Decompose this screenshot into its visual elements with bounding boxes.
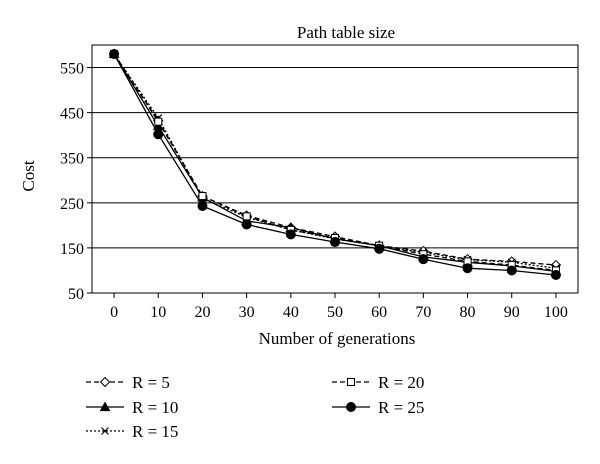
legend-label: R = 15 <box>132 422 178 441</box>
legend-marker <box>346 402 356 412</box>
axis-ticks: 50 150 250 350 450 550 0 10 20 30 40 50 60 70 80 90 100 <box>60 61 568 321</box>
legend-item: R = 20 <box>332 373 424 392</box>
x-tick-label: 90 <box>504 304 520 321</box>
data-point <box>198 192 207 201</box>
y-tick-label: 150 <box>60 241 84 258</box>
chart-title: Path table size <box>297 23 395 42</box>
y-tick-label: 50 <box>68 286 84 303</box>
y-axis-label: Cost <box>19 160 38 191</box>
y-tick-label: 250 <box>60 196 84 213</box>
data-point <box>241 219 252 230</box>
x-axis-label: Number of generations <box>259 329 416 348</box>
data-point <box>242 212 251 221</box>
x-tick-label: 0 <box>110 304 118 321</box>
legend-label: R = 20 <box>378 373 424 392</box>
legend-marker <box>99 376 111 388</box>
series-group <box>108 48 562 280</box>
legend-marker <box>99 401 111 412</box>
grid-lines <box>92 67 578 294</box>
legend-item: R = 5 <box>86 373 170 392</box>
data-point <box>109 49 120 60</box>
y-tick-label: 550 <box>60 61 84 78</box>
x-tick-label: 80 <box>460 304 476 321</box>
data-point <box>506 265 517 276</box>
legend-label: R = 5 <box>132 373 170 392</box>
legend-marker <box>101 427 109 435</box>
y-tick-label: 450 <box>60 106 84 123</box>
x-tick-label: 60 <box>371 304 387 321</box>
data-point <box>154 117 163 126</box>
x-tick-label: 30 <box>239 304 255 321</box>
data-point <box>550 269 561 280</box>
y-tick-label: 350 <box>60 151 84 168</box>
x-tick-label: 10 <box>150 304 166 321</box>
legend-item: R = 10 <box>86 398 178 417</box>
data-point <box>285 229 296 240</box>
x-tick-label: 40 <box>283 304 299 321</box>
legend-label: R = 25 <box>378 398 424 417</box>
series-5 <box>109 49 561 280</box>
legend: R = 5 R = 10 R = 15 R = 20 R = 25 <box>86 373 424 441</box>
x-tick-label: 100 <box>544 304 568 321</box>
plot-frame <box>91 44 579 294</box>
legend-marker <box>347 378 355 386</box>
data-point <box>418 254 429 265</box>
x-tick-label: 50 <box>327 304 343 321</box>
data-point <box>462 263 473 274</box>
data-point <box>153 129 164 140</box>
legend-item: R = 25 <box>332 398 424 417</box>
data-point <box>197 200 208 211</box>
legend-label: R = 10 <box>132 398 178 417</box>
data-point <box>330 237 340 248</box>
legend-item: R = 15 <box>86 422 178 441</box>
x-tick-label: 70 <box>415 304 431 321</box>
data-point <box>374 243 385 254</box>
x-tick-label: 20 <box>194 304 210 321</box>
